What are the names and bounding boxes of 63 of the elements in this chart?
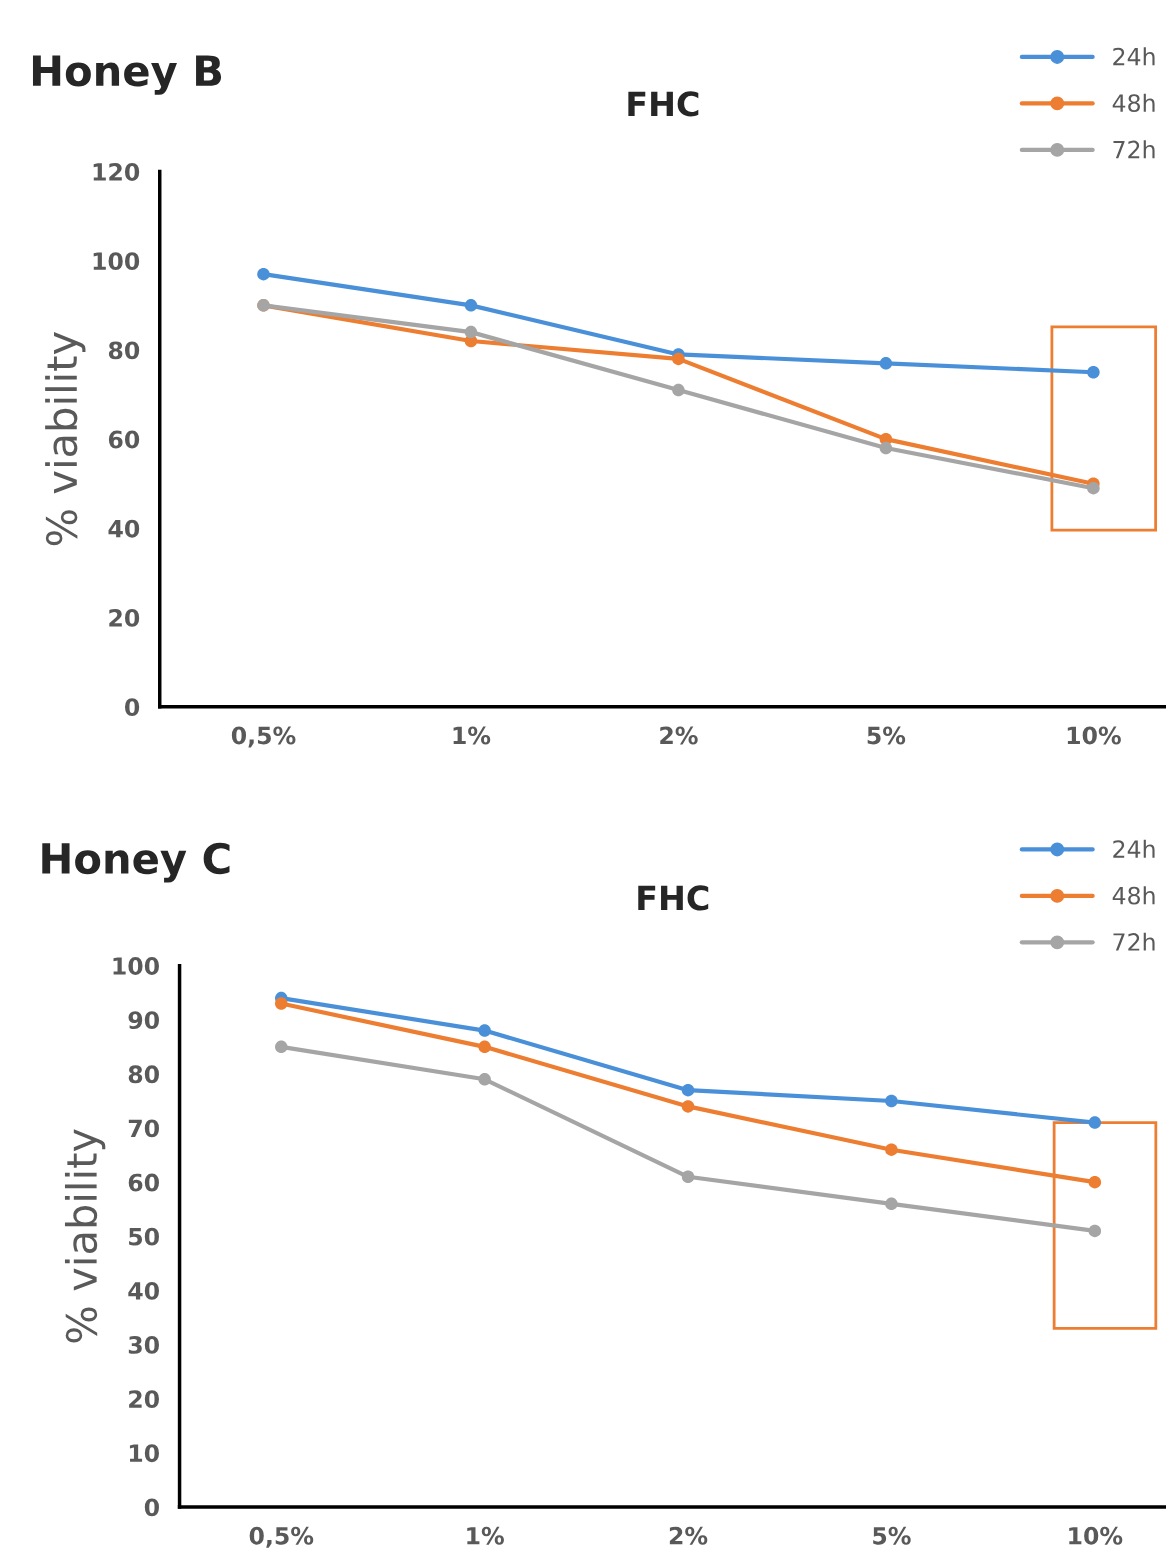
- y-tick-label: 30: [128, 1336, 159, 1354]
- point: [478, 1024, 491, 1037]
- point: [257, 267, 270, 281]
- point: [1088, 1116, 1102, 1129]
- point: [1088, 1175, 1102, 1189]
- text: Honey C: [42, 842, 230, 883]
- point: [681, 1100, 695, 1113]
- y-axis-title: % viability: [45, 331, 86, 546]
- point: [478, 1040, 491, 1054]
- x-tick-label: 1%: [467, 1526, 504, 1545]
- y-tick-label: 80: [128, 1065, 159, 1084]
- y-tick-label: 20: [109, 608, 140, 627]
- y-tick-label: 20: [129, 1390, 159, 1408]
- x-tick-label: 5%: [867, 726, 906, 745]
- legend-label: 24h: [1113, 839, 1155, 858]
- point: [1087, 366, 1100, 379]
- point: [275, 997, 288, 1010]
- y-tick-label: 0: [144, 1498, 159, 1517]
- point: [464, 325, 478, 339]
- point: [885, 1094, 898, 1108]
- x-tick-label: 1%: [453, 726, 491, 745]
- legend-label: 72h: [1113, 140, 1155, 159]
- x-tick-label: 2%: [669, 1526, 708, 1545]
- legend-label: 72h: [1113, 932, 1155, 951]
- text: Honey B: [32, 55, 222, 95]
- point: [885, 1143, 898, 1156]
- y-tick-label: 100: [93, 252, 140, 271]
- y-tick-label: 0: [125, 698, 140, 716]
- chart-title: FHC: [628, 91, 699, 117]
- x-tick-label: 10%: [1069, 1526, 1123, 1545]
- chart-title: FHC: [638, 885, 709, 911]
- y-axis-title: % viability: [64, 1129, 106, 1343]
- y-tick-label: 40: [128, 1281, 159, 1300]
- point: [879, 441, 893, 455]
- point: [275, 1040, 288, 1054]
- point: [885, 1197, 898, 1211]
- x-tick-label: 0,5%: [231, 726, 296, 748]
- y-tick-label: 70: [128, 1119, 159, 1138]
- y-tick-label: 120: [93, 163, 140, 181]
- point: [1088, 1224, 1102, 1238]
- y-tick-label: 100: [113, 957, 159, 975]
- legend-label: 24h: [1113, 47, 1155, 66]
- y-tick-label: 40: [108, 519, 140, 538]
- point: [464, 299, 478, 312]
- y-tick-label: 50: [129, 1227, 159, 1246]
- y-tick-label: 80: [108, 341, 140, 360]
- y-tick-label: 10: [129, 1444, 159, 1463]
- y-tick-label: 60: [108, 430, 140, 449]
- legend-label: 48h: [1112, 93, 1155, 113]
- x-tick-label: 2%: [660, 726, 698, 745]
- legend-label: 48h: [1112, 886, 1155, 905]
- point: [1087, 481, 1100, 495]
- point: [681, 1170, 695, 1183]
- point: [478, 1073, 491, 1086]
- x-tick-label: 5%: [873, 1526, 911, 1545]
- point: [672, 352, 685, 366]
- point: [672, 383, 685, 397]
- point: [681, 1083, 695, 1097]
- y-tick-label: 90: [128, 1011, 159, 1030]
- x-tick-label: 10%: [1067, 726, 1121, 745]
- x-tick-label: 0,5%: [249, 1526, 314, 1548]
- y-tick-label: 60: [128, 1173, 159, 1192]
- point: [879, 357, 893, 370]
